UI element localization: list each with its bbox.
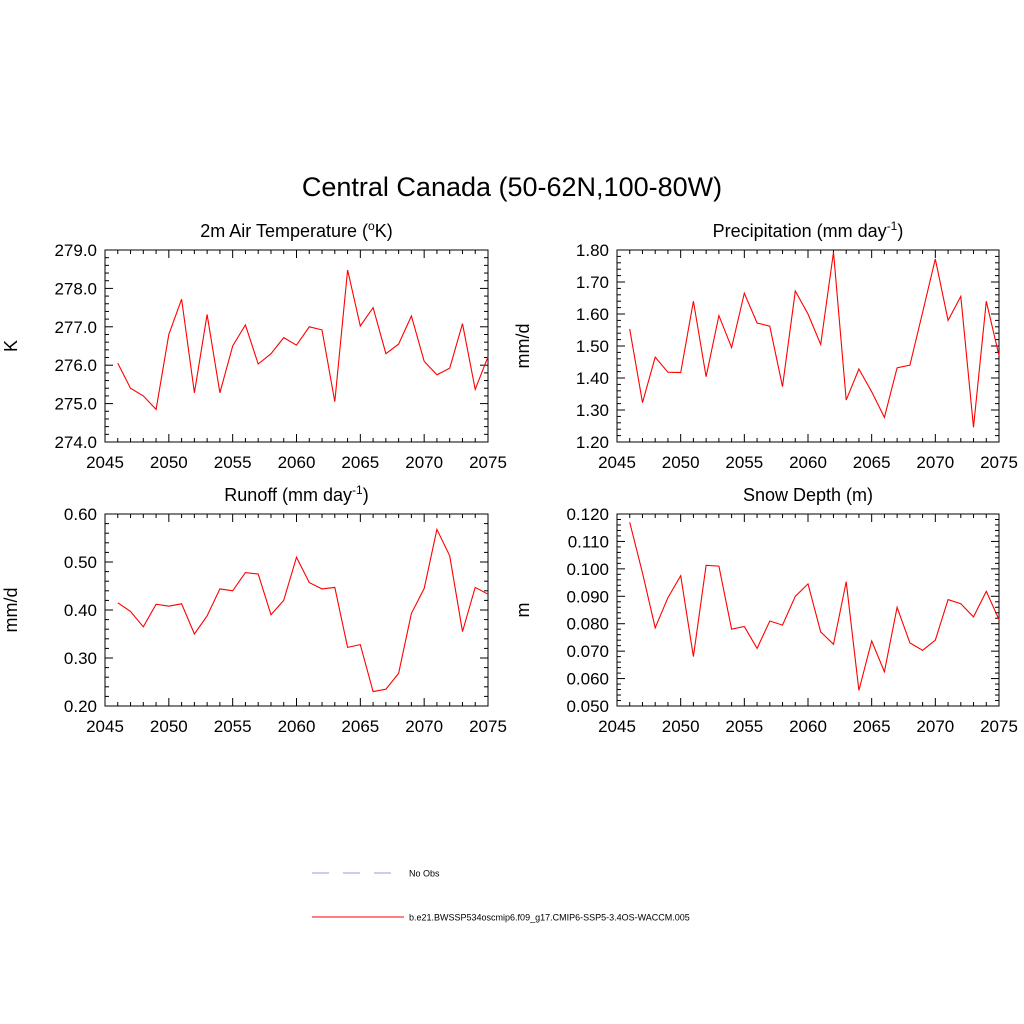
x-tick-label: 2075 bbox=[469, 453, 507, 472]
x-tick-label: 2055 bbox=[725, 453, 763, 472]
panel-title-main: Runoff (mm day bbox=[224, 485, 352, 505]
legend-label-1: No Obs bbox=[409, 869, 440, 879]
panel-3: Runoff (mm day-1) 2045 2050 2055 2060 2065 207… bbox=[1, 483, 507, 736]
x-tick-label: 2065 bbox=[341, 717, 379, 736]
y-tick-label: 0.050 bbox=[566, 697, 609, 716]
x-tick-label: 2070 bbox=[916, 453, 954, 472]
panel-title: Runoff (mm day-1) bbox=[224, 483, 368, 505]
x-tick-label: 2070 bbox=[405, 453, 443, 472]
y-tick-label: 278.0 bbox=[54, 279, 97, 298]
x-tick-label: 2075 bbox=[980, 453, 1018, 472]
y-tick-label: 0.40 bbox=[64, 601, 97, 620]
y-axis-label: m bbox=[513, 603, 533, 618]
panel-title-end: ) bbox=[897, 221, 903, 241]
x-tick-label: 2060 bbox=[789, 453, 827, 472]
x-tick-label: 2065 bbox=[341, 453, 379, 472]
x-tick-label: 2060 bbox=[278, 453, 316, 472]
y-tick-label: 1.20 bbox=[576, 433, 609, 452]
x-tick-label: 2045 bbox=[86, 717, 124, 736]
y-axis-label: mm/d bbox=[1, 588, 21, 633]
x-tick-label: 2050 bbox=[150, 453, 188, 472]
y-tick-label: 0.20 bbox=[64, 697, 97, 716]
y-tick-label: 276.0 bbox=[54, 356, 97, 375]
y-tick-label: 1.30 bbox=[576, 401, 609, 420]
y-tick-label: 1.70 bbox=[576, 273, 609, 292]
panel-title: 2m Air Temperature (oK) bbox=[200, 219, 392, 241]
panel-title-superscript: o bbox=[368, 219, 375, 233]
y-tick-label: 0.110 bbox=[568, 532, 609, 551]
y-tick-label: 274.0 bbox=[54, 433, 97, 452]
y-tick-label: 0.30 bbox=[64, 649, 97, 668]
panel-title-superscript: -1 bbox=[352, 483, 363, 497]
y-axis-label: K bbox=[1, 340, 21, 352]
x-tick-label: 2045 bbox=[86, 453, 124, 472]
panel-4: Snow Depth (m) 2045 2050 2055 2060 2065 2070 20… bbox=[513, 485, 1018, 736]
y-tick-label: 0.50 bbox=[64, 553, 97, 572]
panels: 2m Air Temperature (oK)2045 2050 2055 2060 2… bbox=[1, 219, 1018, 736]
panel-2: Precipitation (mm day-1) 2045 2050 2055 2060… bbox=[513, 219, 1018, 472]
legend: No Obs b.e21.BWSSP534oscmip6.f09_g17.CMIP… bbox=[312, 869, 690, 923]
x-tick-label: 2070 bbox=[916, 717, 954, 736]
series-line bbox=[117, 527, 489, 693]
y-tick-label: 277.0 bbox=[54, 318, 97, 337]
series-line bbox=[629, 522, 1000, 691]
legend-label-2: b.e21.BWSSP534oscmip6.f09_g17.CMIP6-SSP5… bbox=[409, 913, 690, 923]
y-tick-label: 1.40 bbox=[576, 369, 609, 388]
x-tick-label: 2050 bbox=[662, 717, 700, 736]
y-tick-label: 1.50 bbox=[576, 337, 609, 356]
y-tick-label: 1.60 bbox=[576, 305, 609, 324]
panel-title-main: Precipitation (mm day bbox=[713, 221, 887, 241]
x-tick-label: 2060 bbox=[278, 717, 316, 736]
panel-title-end: ) bbox=[363, 485, 369, 505]
x-tick-label: 2045 bbox=[598, 717, 636, 736]
x-tick-label: 2045 bbox=[598, 453, 636, 472]
x-tick-label: 2075 bbox=[980, 717, 1018, 736]
y-tick-label: 0.60 bbox=[64, 505, 97, 524]
y-tick-label: 0.060 bbox=[566, 670, 609, 689]
x-tick-label: 2050 bbox=[662, 453, 700, 472]
y-tick-label: 0.100 bbox=[566, 560, 609, 579]
y-tick-label: 279.0 bbox=[54, 241, 97, 260]
series-line bbox=[629, 252, 1000, 428]
x-tick-label: 2075 bbox=[469, 717, 507, 736]
panel-title-main: Snow Depth (m) bbox=[743, 485, 873, 505]
x-tick-label: 2065 bbox=[853, 453, 891, 472]
y-tick-label: 0.120 bbox=[566, 505, 609, 524]
series-line bbox=[117, 269, 489, 411]
x-tick-label: 2055 bbox=[214, 717, 252, 736]
x-tick-label: 2060 bbox=[789, 717, 827, 736]
panel-title: Precipitation (mm day-1) bbox=[713, 219, 904, 241]
x-tick-label: 2055 bbox=[725, 717, 763, 736]
y-tick-label: 275.0 bbox=[54, 395, 97, 414]
x-tick-label: 2050 bbox=[150, 717, 188, 736]
figure-title: Central Canada (50-62N,100-80W) bbox=[302, 172, 722, 202]
panel-title-superscript: -1 bbox=[887, 219, 898, 233]
x-tick-label: 2065 bbox=[853, 717, 891, 736]
panel-title: Snow Depth (m) bbox=[743, 485, 873, 505]
panel-1: 2m Air Temperature (oK) 2045 2050 2055 2060 2… bbox=[1, 219, 507, 472]
y-axis-label: mm/d bbox=[513, 324, 533, 369]
panel-title-main: 2m Air Temperature ( bbox=[200, 221, 368, 241]
x-tick-label: 2070 bbox=[405, 717, 443, 736]
x-tick-label: 2055 bbox=[214, 453, 252, 472]
y-tick-label: 0.070 bbox=[566, 642, 609, 661]
panel-title-end: K) bbox=[375, 221, 393, 241]
y-tick-label: 0.090 bbox=[566, 587, 609, 606]
y-tick-label: 1.80 bbox=[576, 241, 609, 260]
y-tick-label: 0.080 bbox=[566, 615, 609, 634]
